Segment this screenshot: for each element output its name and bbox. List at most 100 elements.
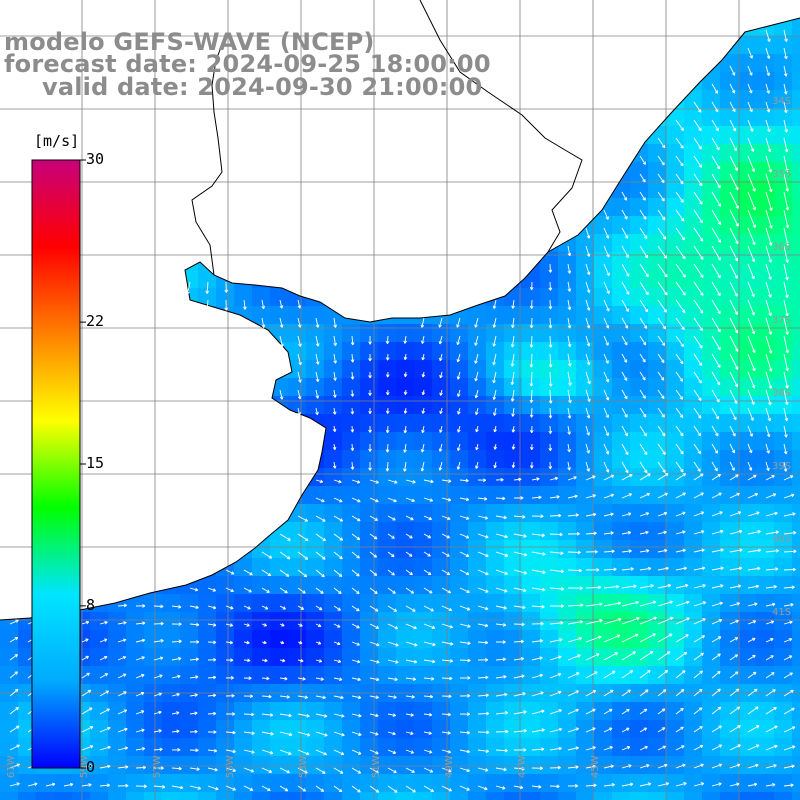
wind-arrow bbox=[279, 335, 284, 347]
wind-arrow bbox=[675, 583, 689, 589]
wind-arrow bbox=[135, 621, 146, 626]
wind-arrow bbox=[333, 587, 342, 594]
wind-arrow bbox=[639, 155, 646, 165]
wind-arrow bbox=[351, 659, 361, 664]
wind-arrow bbox=[747, 474, 757, 481]
wind-arrow bbox=[603, 670, 616, 679]
wind-arrow bbox=[117, 691, 127, 697]
wind-arrow bbox=[639, 263, 649, 278]
wind-arrow bbox=[225, 712, 236, 716]
wind-arrow bbox=[765, 783, 776, 787]
wind-arrow bbox=[369, 605, 379, 612]
wind-arrow bbox=[693, 443, 701, 455]
wind-arrow bbox=[243, 640, 250, 645]
wind-arrow bbox=[369, 713, 379, 718]
wind-arrow bbox=[81, 726, 94, 733]
wind-arrow bbox=[639, 299, 649, 313]
wind-arrow bbox=[513, 477, 522, 482]
wind-arrow bbox=[783, 137, 789, 153]
wind-arrow bbox=[657, 173, 665, 184]
wind-arrow bbox=[603, 617, 622, 625]
wind-arrow bbox=[351, 623, 360, 629]
wind-arrow bbox=[657, 461, 666, 473]
wind-arrow bbox=[27, 782, 38, 787]
wind-arrow bbox=[729, 65, 736, 76]
wind-arrow bbox=[261, 569, 272, 577]
wind-arrow bbox=[475, 425, 479, 433]
wind-arrow bbox=[368, 461, 372, 471]
wind-arrow bbox=[153, 656, 164, 661]
wind-arrow bbox=[513, 605, 526, 610]
wind-arrow bbox=[153, 674, 163, 679]
wind-arrow bbox=[189, 622, 200, 627]
wind-arrow bbox=[387, 641, 399, 647]
wind-arrow bbox=[567, 476, 577, 481]
wind-arrow bbox=[403, 389, 408, 395]
wind-arrow bbox=[243, 569, 253, 576]
wind-arrow bbox=[621, 764, 632, 769]
wind-arrow bbox=[207, 623, 217, 627]
wind-arrow bbox=[315, 569, 325, 578]
wind-arrow bbox=[603, 461, 610, 473]
wind-arrow bbox=[368, 407, 372, 415]
wind-arrow bbox=[783, 461, 788, 472]
wind-arrow bbox=[207, 605, 217, 610]
wind-arrow bbox=[711, 317, 721, 333]
wind-arrow bbox=[423, 694, 434, 699]
wind-arrow bbox=[585, 549, 598, 554]
wind-arrow bbox=[405, 605, 416, 612]
wind-arrow bbox=[387, 659, 399, 664]
wind-arrow bbox=[456, 317, 461, 328]
wind-arrow bbox=[567, 443, 571, 453]
wind-arrow bbox=[351, 479, 361, 484]
wind-arrow bbox=[171, 639, 182, 644]
longitude-label: 53W bbox=[298, 755, 309, 778]
wind-arrow bbox=[369, 785, 380, 793]
wind-arrow bbox=[549, 604, 564, 608]
wind-arrow bbox=[529, 461, 534, 469]
wind-arrow bbox=[765, 764, 777, 769]
wind-arrow bbox=[585, 783, 597, 788]
wind-arrow bbox=[315, 749, 327, 756]
wind-arrow bbox=[585, 585, 602, 590]
wind-arrow bbox=[639, 600, 657, 607]
wind-arrow bbox=[350, 335, 355, 346]
wind-arrow bbox=[459, 497, 470, 502]
wind-arrow bbox=[207, 748, 218, 753]
wind-arrow bbox=[657, 566, 669, 571]
wind-arrow bbox=[81, 689, 92, 697]
wind-arrow bbox=[567, 784, 579, 788]
wind-arrow bbox=[405, 623, 417, 630]
wind-arrow bbox=[171, 748, 181, 752]
wind-arrow bbox=[492, 353, 497, 366]
wind-arrow bbox=[279, 713, 292, 718]
wind-arrow bbox=[387, 677, 398, 682]
wind-arrow bbox=[441, 785, 452, 792]
wind-arrow bbox=[495, 675, 507, 679]
wind-arrow bbox=[477, 569, 489, 576]
wind-arrow bbox=[693, 209, 703, 224]
wind-arrow bbox=[675, 726, 684, 733]
wind-arrow bbox=[675, 263, 686, 278]
wind-arrow bbox=[405, 749, 414, 754]
wind-arrow bbox=[117, 783, 129, 788]
wind-arrow bbox=[567, 727, 579, 733]
wind-arrow bbox=[189, 605, 199, 610]
wind-arrow bbox=[729, 101, 736, 113]
wind-arrow bbox=[693, 511, 705, 517]
wind-arrow bbox=[333, 767, 344, 774]
wind-arrow bbox=[711, 245, 721, 261]
wind-arrow bbox=[549, 784, 560, 789]
wind-arrow bbox=[315, 695, 326, 700]
wind-arrow bbox=[585, 708, 596, 715]
wind-arrow bbox=[765, 744, 778, 751]
wind-arrow bbox=[439, 407, 443, 415]
wind-arrow bbox=[315, 479, 324, 484]
wind-arrow bbox=[621, 407, 628, 418]
wind-arrow bbox=[351, 551, 360, 559]
wind-arrow bbox=[747, 191, 757, 211]
wind-arrow bbox=[99, 708, 110, 715]
wind-arrow bbox=[747, 155, 756, 173]
wind-arrow bbox=[531, 587, 546, 592]
wind-arrow bbox=[297, 317, 302, 328]
